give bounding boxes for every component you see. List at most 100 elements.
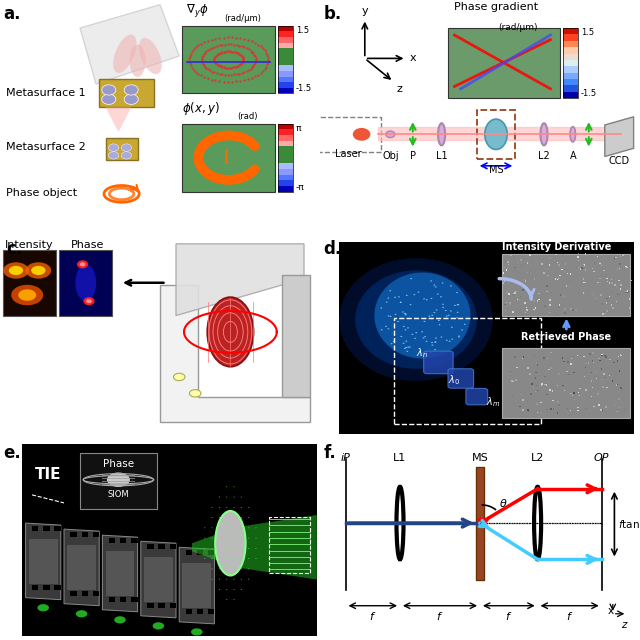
Bar [557, 412, 558, 413]
Bar [278, 43, 293, 48]
Bar [549, 389, 551, 390]
Ellipse shape [226, 486, 227, 487]
Bar [563, 41, 578, 47]
Ellipse shape [407, 347, 409, 348]
Bar [529, 254, 531, 255]
Bar [535, 372, 537, 373]
Text: L2: L2 [531, 452, 544, 463]
Ellipse shape [424, 336, 426, 337]
Bar [582, 268, 584, 269]
Bar [537, 300, 538, 302]
FancyBboxPatch shape [29, 539, 58, 584]
Bar [536, 296, 538, 298]
Bar [610, 291, 612, 292]
Bar [529, 367, 531, 368]
Ellipse shape [433, 312, 435, 313]
Bar [616, 286, 618, 287]
Bar [552, 390, 553, 392]
Bar [591, 396, 593, 397]
Ellipse shape [412, 333, 413, 335]
Bar [614, 257, 616, 259]
Bar [609, 359, 611, 360]
Bar [278, 186, 293, 191]
Bar [611, 279, 612, 280]
Bar [566, 285, 567, 287]
Bar [618, 280, 620, 281]
Bar [582, 292, 584, 294]
Bar [512, 311, 514, 312]
Bar [563, 274, 564, 275]
Bar [520, 259, 522, 261]
Bar [278, 26, 293, 31]
Bar [515, 379, 516, 381]
Ellipse shape [19, 289, 36, 301]
Bar [549, 306, 551, 307]
Ellipse shape [3, 262, 29, 278]
Ellipse shape [248, 517, 250, 518]
Bar [82, 591, 88, 596]
Ellipse shape [31, 266, 45, 275]
Ellipse shape [241, 507, 242, 508]
Text: Intensity Derivative: Intensity Derivative [502, 242, 611, 252]
Ellipse shape [211, 579, 212, 580]
Ellipse shape [241, 568, 242, 570]
Text: Phase gradient: Phase gradient [454, 3, 538, 12]
Bar [612, 380, 613, 381]
Bar [609, 282, 610, 284]
Ellipse shape [374, 273, 470, 358]
Circle shape [191, 628, 202, 636]
Bar [583, 278, 584, 280]
Bar [623, 256, 625, 257]
Bar [599, 360, 600, 361]
Bar [550, 408, 552, 410]
Text: $f$: $f$ [505, 610, 513, 622]
Bar [559, 307, 560, 308]
Bar [564, 281, 565, 282]
Ellipse shape [241, 517, 242, 518]
Circle shape [114, 616, 125, 623]
Ellipse shape [403, 326, 404, 327]
Bar [278, 180, 293, 186]
Bar [554, 312, 556, 314]
Bar [546, 268, 547, 270]
Ellipse shape [387, 298, 389, 299]
Bar [606, 278, 608, 279]
Text: Metasurface 1: Metasurface 1 [6, 88, 86, 99]
Bar [44, 526, 50, 531]
Ellipse shape [389, 290, 391, 291]
Text: e.: e. [3, 444, 21, 463]
Bar [278, 71, 293, 77]
Bar [586, 363, 587, 364]
Bar [579, 395, 580, 396]
Bar [524, 302, 526, 303]
Bar [585, 283, 586, 284]
Bar [553, 408, 554, 410]
Bar [593, 362, 595, 364]
Bar [584, 282, 585, 283]
Ellipse shape [248, 558, 250, 559]
Bar [529, 373, 531, 374]
Bar [561, 357, 563, 359]
Ellipse shape [226, 558, 227, 559]
Bar [569, 287, 570, 288]
Bar [510, 296, 511, 298]
Polygon shape [141, 541, 176, 618]
Ellipse shape [234, 486, 235, 487]
Bar [583, 356, 585, 357]
Bar [563, 254, 564, 255]
Ellipse shape [339, 258, 493, 381]
Bar [605, 302, 607, 304]
Ellipse shape [454, 305, 456, 306]
Bar [527, 401, 529, 402]
Bar [515, 291, 517, 292]
Bar [44, 584, 50, 589]
Ellipse shape [234, 579, 235, 580]
Text: -1.5: -1.5 [581, 89, 597, 98]
Bar [591, 372, 593, 374]
Ellipse shape [431, 298, 433, 299]
Bar [502, 282, 504, 284]
Bar [595, 371, 597, 372]
Bar [547, 409, 548, 410]
Bar [606, 387, 608, 388]
Bar [520, 394, 522, 396]
